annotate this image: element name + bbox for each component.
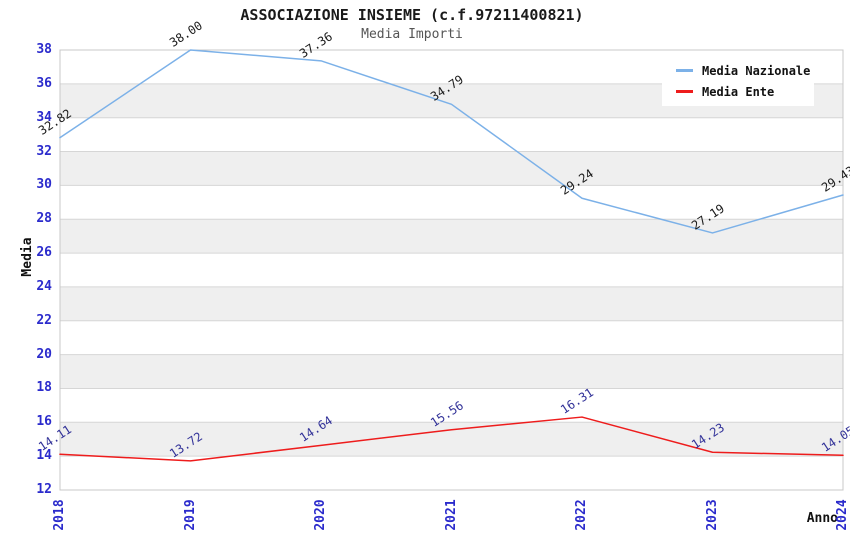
legend-item-media-ente: Media Ente [662, 81, 814, 102]
plot-band [60, 219, 843, 254]
x-tick-label: 2024 [835, 499, 850, 531]
legend-label-media-ente: Media Ente [702, 84, 775, 99]
x-tick-label: 2023 [704, 499, 720, 531]
y-tick-label: 22 [36, 312, 52, 328]
legend: Media Nazionale Media Ente [662, 56, 814, 106]
y-tick-label: 14 [36, 448, 52, 464]
series-line-0 [59, 49, 844, 234]
chart-title: ASSOCIAZIONE INSIEME (c.f.97211400821) [240, 6, 584, 24]
y-tick-label: 28 [36, 211, 52, 227]
x-tick-label: 2021 [443, 499, 459, 531]
y-tick-label: 26 [36, 245, 52, 261]
y-tick-label: 34 [36, 109, 52, 125]
plot-band [60, 286, 843, 321]
plot-band [60, 151, 843, 186]
y-tick-label: 30 [36, 177, 52, 193]
y-tick-label: 16 [36, 414, 52, 430]
x-tick-label: 2018 [52, 499, 67, 531]
x-axis-label: Anno [806, 511, 838, 526]
plot-band [60, 422, 843, 457]
y-tick-label: 20 [36, 346, 52, 362]
y-tick-label: 38 [36, 42, 52, 57]
y-tick-label: 32 [36, 143, 52, 159]
chart-subtitle: Media Importi [361, 27, 463, 42]
plot-border [59, 49, 844, 491]
series-line-1 [59, 416, 844, 462]
y-tick-label: 36 [36, 75, 52, 91]
y-tick-label: 12 [36, 482, 52, 497]
y-tick-label: 18 [36, 380, 52, 396]
y-tick-label: 24 [36, 278, 52, 294]
plot-band [60, 354, 843, 389]
x-tick-label: 2022 [574, 499, 589, 531]
legend-label-media-nazionale: Media Nazionale [702, 63, 811, 78]
x-tick-label: 2020 [313, 499, 328, 531]
media-nazionale-line-swatch [676, 69, 693, 72]
media-ente-line-swatch [676, 90, 693, 93]
x-tick-label: 2019 [182, 499, 198, 531]
legend-item-media-nazionale: Media Nazionale [662, 60, 814, 81]
